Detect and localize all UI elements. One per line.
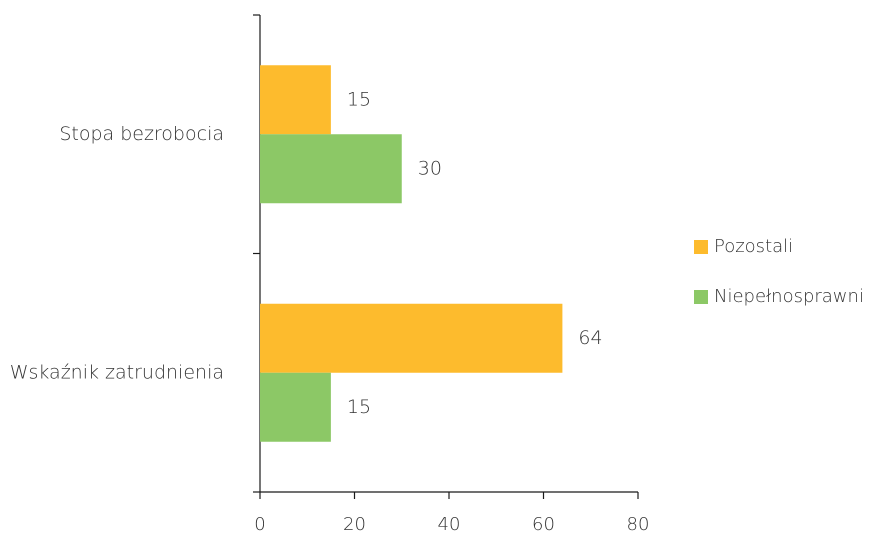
- data-label: 15: [347, 396, 371, 418]
- category-labels: Stopa bezrobocia Wskaźnik zatrudnienia: [10, 123, 224, 384]
- legend-swatch: [694, 240, 708, 254]
- bar: [260, 303, 563, 373]
- legend-label: Niepełnosprawni: [714, 286, 864, 307]
- bar: [260, 372, 331, 442]
- data-label: 64: [578, 327, 602, 349]
- x-tick-label: 20: [343, 514, 366, 535]
- data-label: 15: [347, 88, 371, 110]
- x-tick-label: 60: [532, 514, 555, 535]
- x-axis-ticks: 0 20 40 60 80: [254, 492, 649, 535]
- legend-label: Pozostali: [714, 236, 793, 257]
- legend-swatch: [694, 290, 708, 304]
- x-tick-label: 0: [254, 514, 265, 535]
- x-tick-label: 80: [627, 514, 650, 535]
- bars: [260, 65, 563, 442]
- bar: [260, 134, 402, 204]
- category-label: Stopa bezrobocia: [59, 123, 224, 145]
- category-label: Wskaźnik zatrudnienia: [10, 361, 224, 383]
- bar: [260, 65, 331, 135]
- x-tick-label: 40: [438, 514, 461, 535]
- data-label: 30: [418, 157, 442, 179]
- legend: Pozostali Niepełnosprawni: [694, 236, 864, 307]
- legend-item: Pozostali: [694, 236, 793, 257]
- data-labels: 15 30 64 15: [347, 88, 603, 418]
- legend-item: Niepełnosprawni: [694, 286, 864, 307]
